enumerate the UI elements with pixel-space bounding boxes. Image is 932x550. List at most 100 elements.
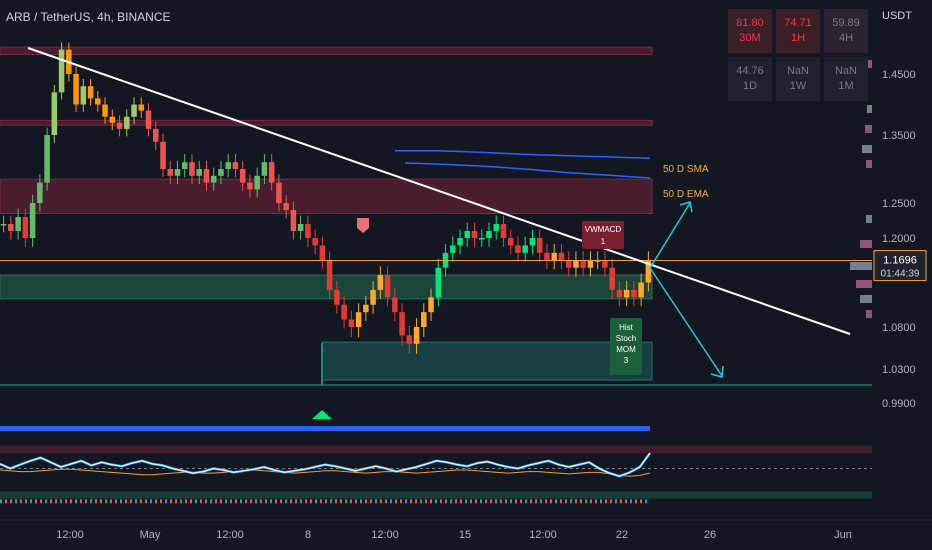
oscillator-histogram [260, 499, 262, 504]
oscillator-histogram [360, 499, 362, 504]
candle-body [305, 224, 311, 238]
candle-body [645, 260, 652, 283]
overbought-zone [0, 445, 872, 454]
oscillator-histogram [585, 499, 587, 504]
candle-body [565, 260, 572, 268]
vwmacd-count: 1 [601, 237, 606, 246]
candle-body [392, 297, 398, 313]
oscillator-histogram [365, 499, 367, 504]
oscillator-histogram [190, 499, 192, 504]
oscillator-histogram [570, 499, 572, 504]
oscillator-histogram [60, 499, 62, 504]
candle-body [181, 162, 188, 169]
candle-body [189, 162, 195, 176]
oscillator-histogram [100, 499, 102, 504]
candle-body [73, 74, 79, 105]
oscillator-histogram [180, 499, 182, 504]
oscillator-histogram [375, 499, 377, 504]
oscillator-histogram [605, 499, 607, 504]
oscillator-histogram [115, 499, 117, 504]
candle-body [210, 175, 217, 183]
candle-body [22, 217, 29, 238]
oscillator-histogram [200, 499, 202, 504]
ema-50-line [404, 162, 651, 179]
candle-body [421, 312, 427, 327]
oscillator-histogram [515, 499, 517, 504]
last-price: 1.1696 [883, 255, 917, 267]
oscillator-histogram [195, 499, 197, 504]
oscillator-histogram [110, 499, 112, 504]
oscillator-band [0, 426, 650, 431]
timeframe-cell-1w: NaN 1W [776, 57, 820, 101]
candle-body [247, 182, 253, 190]
x-tick: May [140, 529, 161, 541]
oscillator-histogram [235, 499, 237, 504]
oscillator-histogram [45, 499, 47, 504]
candle-body [428, 297, 434, 313]
y-tick: 1.3500 [882, 130, 916, 142]
oscillator-histogram [460, 499, 462, 504]
candle-body [239, 169, 246, 183]
oscillator-histogram [315, 499, 317, 504]
divergence-label: MOM [616, 345, 636, 354]
candle-body [203, 169, 210, 183]
oscillator-histogram [550, 499, 552, 504]
oscillator-histogram [450, 499, 452, 504]
timeframe-label: 1M [838, 80, 854, 92]
candle-body [464, 231, 471, 238]
oscillator-histogram [370, 499, 372, 504]
candle-body [334, 289, 340, 305]
timeframe-value: NaN [786, 65, 809, 77]
candle-body [124, 116, 130, 129]
oscillator-histogram [400, 499, 402, 504]
oscillator-histogram [565, 499, 567, 504]
candle-body [196, 169, 202, 176]
oscillator-histogram [440, 499, 442, 504]
candle-body [283, 203, 289, 210]
oscillator-histogram [635, 499, 637, 504]
candle-body [116, 122, 123, 129]
oscillator-histogram [175, 499, 177, 504]
divergence-label: 3 [624, 356, 629, 365]
oscillator-histogram [160, 499, 162, 504]
candle-body [544, 252, 550, 261]
oscillator-histogram [95, 499, 97, 504]
oscillator-histogram [545, 499, 547, 504]
volume-profile-bar [856, 280, 872, 288]
oscillator-histogram [185, 499, 187, 504]
candle-body [297, 224, 304, 231]
oscillator-histogram [420, 499, 422, 504]
oscillator-histogram [85, 499, 87, 504]
oscillator-histogram [145, 499, 147, 504]
candle-body [355, 312, 362, 327]
oscillator-histogram [205, 499, 207, 504]
volume-profile-bar [860, 295, 872, 303]
candle-body [312, 238, 318, 246]
timeframe-cell-4h: 59.89 4H [824, 9, 868, 53]
candle-body [341, 304, 347, 320]
volume-profile-bar [866, 160, 872, 168]
candle-body [500, 224, 507, 238]
x-tick: 22 [616, 529, 628, 541]
candle-body [58, 49, 65, 93]
oscillator-histogram [135, 499, 137, 504]
candle-body [319, 245, 326, 261]
oscillator-histogram [165, 499, 167, 504]
oscillator-histogram [425, 499, 427, 504]
oscillator-histogram [20, 499, 22, 504]
oscillator-histogram [80, 499, 82, 504]
x-tick: 12:00 [56, 529, 84, 541]
candle-body [638, 282, 644, 298]
volume-profile-bar [866, 215, 872, 223]
candle-body [413, 327, 420, 344]
oscillator-histogram [500, 499, 502, 504]
oscillator-histogram [540, 499, 542, 504]
candle-body [174, 169, 181, 176]
x-tick: Jun [834, 529, 852, 541]
oscillator-histogram [510, 499, 512, 504]
volume-profile-bar [867, 105, 872, 113]
zone-support-3 [0, 274, 653, 300]
oscillator-histogram [345, 499, 347, 504]
oscillator-histogram [630, 499, 632, 504]
